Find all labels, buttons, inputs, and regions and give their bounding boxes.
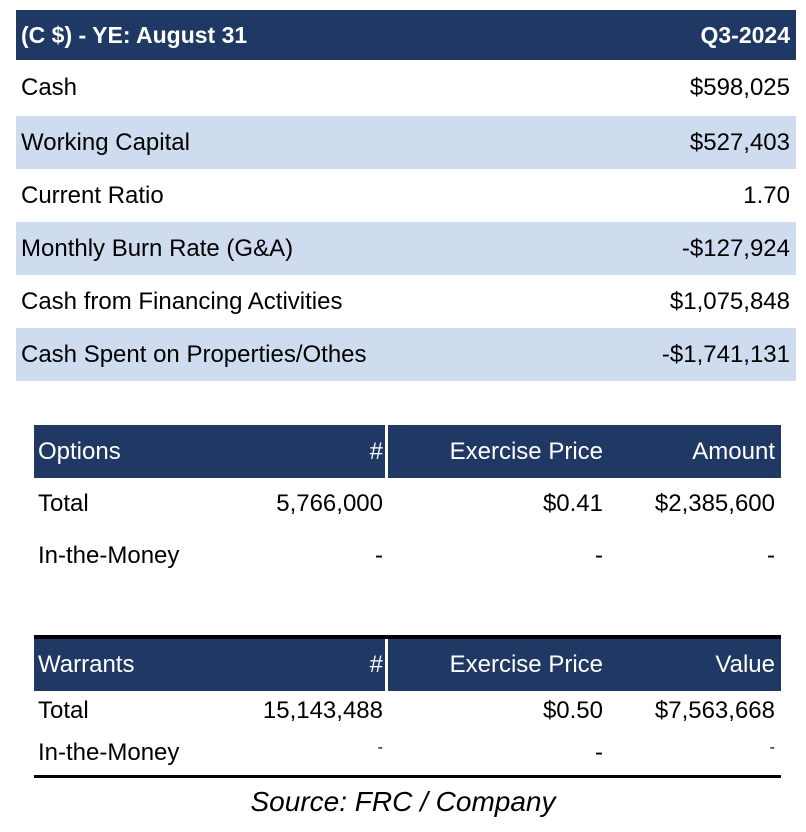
warrants-header-count: # (369, 651, 383, 678)
options-row-label: Total (38, 490, 89, 517)
warrants-row-label: In-the-Money (38, 739, 180, 766)
summary-row-working-capital: Working Capital $527,403 (16, 116, 796, 169)
warrants-table: Warrants # Exercise Price Value Total 15… (34, 635, 781, 778)
summary-row-label: Cash from Financing Activities (21, 287, 343, 315)
summary-row-value: 1.70 (743, 181, 790, 209)
table-top-rule (34, 635, 781, 639)
warrants-row-value: $7,563,668 (654, 697, 775, 724)
warrants-row-count: 15,143,488 (262, 697, 383, 724)
summary-row-label: Cash (21, 74, 78, 101)
options-header-price: Exercise Price (449, 437, 603, 465)
options-row-label: In-the-Money (38, 542, 180, 569)
summary-header-row: (C $) - YE: August 31 Q3-2024 (16, 10, 796, 60)
summary-row-cash: Cash $598,025 (16, 60, 796, 116)
options-row-price: $0.41 (542, 490, 603, 517)
summary-row-value: $527,403 (689, 128, 790, 156)
options-row-amount: $2,385,600 (654, 490, 775, 517)
warrants-header-row: Warrants # Exercise Price Value (34, 639, 781, 691)
warrants-row-price: $0.50 (542, 697, 603, 724)
source-note: Source: FRC / Company (250, 786, 556, 817)
options-row-count: - (375, 542, 383, 569)
options-header-row: Options # Exercise Price Amount (34, 425, 781, 478)
summary-row-properties: Cash Spent on Properties/Othes -$1,741,1… (16, 328, 796, 381)
financial-summary-table: (C $) - YE: August 31 Q3-2024 Cash $598,… (16, 10, 796, 381)
warrants-row-count: - (377, 739, 383, 756)
options-row-count: 5,766,000 (276, 490, 383, 517)
summary-row-label: Working Capital (21, 128, 190, 156)
options-row-in-the-money: In-the-Money - - - (34, 530, 781, 582)
options-row-price: - (595, 542, 603, 569)
summary-row-current-ratio: Current Ratio 1.70 (16, 169, 796, 222)
options-table: Options # Exercise Price Amount Total 5,… (34, 425, 781, 582)
warrants-header-label: Warrants (38, 651, 135, 678)
summary-row-label: Monthly Burn Rate (G&A) (21, 234, 294, 262)
warrants-header-value: Value (715, 651, 775, 678)
table-bottom-rule (34, 775, 781, 778)
options-header-count: # (369, 437, 383, 465)
summary-row-value: -$1,741,131 (661, 340, 790, 368)
warrants-row-label: Total (38, 697, 89, 724)
summary-row-burn-rate: Monthly Burn Rate (G&A) -$127,924 (16, 222, 796, 275)
summary-header-period: Q3-2024 (700, 21, 790, 48)
summary-header-label: (C $) - YE: August 31 (21, 21, 248, 48)
warrants-row-in-the-money: In-the-Money - - - (34, 731, 781, 775)
summary-row-label: Current Ratio (21, 181, 164, 209)
warrants-header-price: Exercise Price (449, 651, 603, 678)
summary-row-label: Cash Spent on Properties/Othes (21, 340, 367, 368)
options-header-label: Options (38, 437, 121, 465)
warrants-row-value: - (769, 739, 775, 756)
options-row-amount: - (767, 542, 775, 569)
summary-row-value: $1,075,848 (669, 287, 790, 315)
warrants-row-total: Total 15,143,488 $0.50 $7,563,668 (34, 691, 781, 731)
summary-row-value: $598,025 (689, 74, 790, 101)
column-divider (385, 639, 388, 691)
options-header-amount: Amount (692, 437, 775, 465)
warrants-row-price: - (595, 739, 603, 766)
column-divider (385, 425, 388, 478)
options-row-total: Total 5,766,000 $0.41 $2,385,600 (34, 478, 781, 530)
summary-row-value: -$127,924 (681, 234, 790, 262)
summary-row-financing: Cash from Financing Activities $1,075,84… (16, 275, 796, 328)
